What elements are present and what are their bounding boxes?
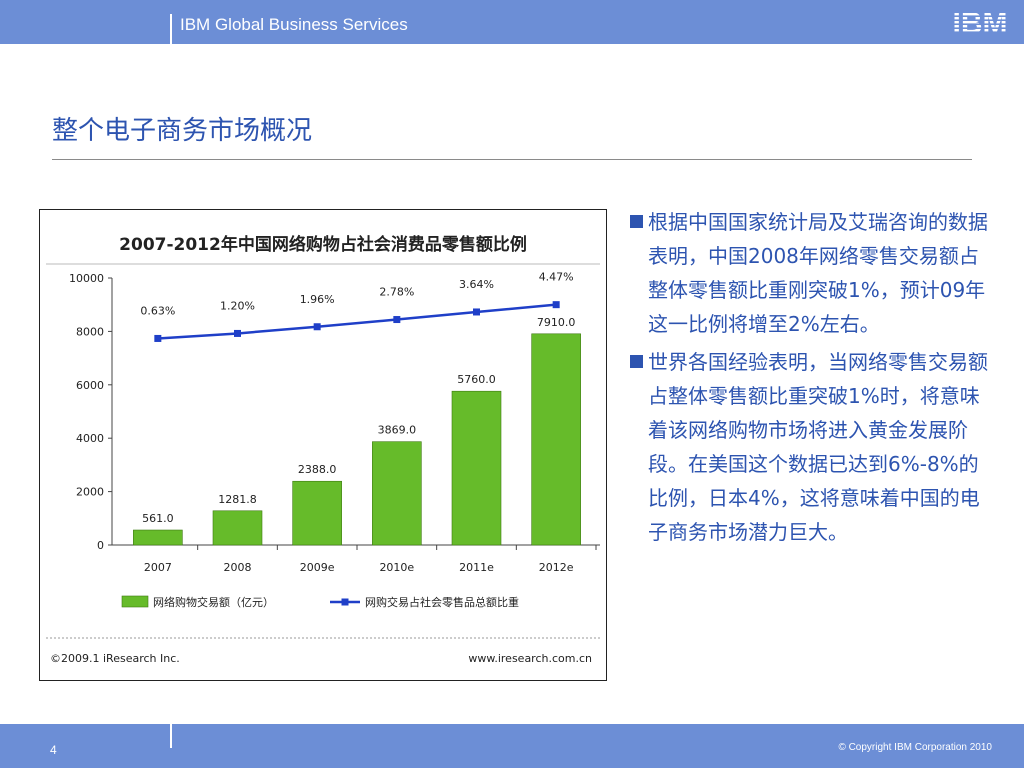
series-line <box>157 303 557 340</box>
line-value-label: 4.47% <box>539 271 574 284</box>
line-point <box>473 308 480 316</box>
x-tick-label: 2011e <box>459 561 494 574</box>
top-bar: IBM Global Business Services IBM <box>0 0 1024 44</box>
x-tick-label: 2008 <box>224 561 252 574</box>
legend-swatch-marker <box>341 598 349 606</box>
chart-frame: 2007-2012年中国网络购物占社会消费品零售额比例 0 2000 4000 6000… <box>39 209 607 681</box>
line-value-label: 0.63% <box>140 304 175 317</box>
header-divider <box>170 14 172 44</box>
chart-title: 2007-2012年中国网络购物占社会消费品零售额比例 <box>119 234 527 255</box>
bullet-square-icon <box>630 355 643 368</box>
x-tick-label: 2007 <box>144 561 172 574</box>
bar-value-label: 5760.0 <box>457 373 496 386</box>
bar-value-label: 3869.0 <box>378 424 417 437</box>
title-divider <box>52 159 972 160</box>
legend-swatch-bar <box>121 595 149 608</box>
x-tick-label: 2012e <box>539 561 574 574</box>
line-value-label: 3.64% <box>459 278 494 291</box>
bar-line-chart: 2007-2012年中国网络购物占社会消费品零售额比例 0 2000 4000 6000… <box>46 234 600 665</box>
y-tick-label: 6000 <box>76 379 104 392</box>
slide-title: 整个电子商务市场概况 <box>52 116 313 146</box>
bar <box>133 529 183 546</box>
header-brand: IBM Global Business Services <box>180 15 408 34</box>
bullet-text: 根据中国国家统计局及艾瑞咨询的数据表明，中国2008年网络零售交易额占整体零售额… <box>648 210 988 336</box>
chart-source: ©2009.1 iResearch Inc. <box>50 652 180 665</box>
svg-text:IBM: IBM <box>953 7 1008 37</box>
bullet-item: 根据中国国家统计局及艾瑞咨询的数据表明，中国2008年网络零售交易额占整体零售额… <box>622 205 997 341</box>
line-point <box>552 301 560 309</box>
line-value-label: 2.78% <box>379 286 414 299</box>
y-tick-label: 8000 <box>76 325 104 338</box>
bar <box>451 390 502 546</box>
y-tick-label: 2000 <box>76 486 104 499</box>
copyright: © Copyright IBM Corporation 2010 <box>838 742 992 753</box>
line-point <box>313 323 321 331</box>
legend-label: 网络购物交易额（亿元） <box>153 595 274 609</box>
line-value-label: 1.96% <box>300 293 335 306</box>
bar <box>531 333 581 546</box>
bullet-text: 世界各国经验表明，当网络零售交易额占整体零售额比重突破1%时，将意味着该网络购物… <box>648 350 988 544</box>
y-tick-label: 10000 <box>69 272 104 285</box>
line-value-label: 1.20% <box>220 299 255 312</box>
x-tick-label: 2009e <box>300 561 335 574</box>
bullet-square-icon <box>630 215 643 228</box>
bar-value-label: 7910.0 <box>537 316 576 329</box>
chart-website: www.iresearch.com.cn <box>468 652 592 665</box>
footer-divider <box>170 724 172 748</box>
x-tick-label: 2010e <box>379 561 414 574</box>
ibm-logo-icon: IBM <box>953 7 1008 37</box>
y-tick-label: 0 <box>97 539 104 552</box>
line-point <box>234 329 241 337</box>
bar-value-label: 2388.0 <box>298 463 337 476</box>
bullet-list: 根据中国国家统计局及艾瑞咨询的数据表明，中国2008年网络零售交易额占整体零售额… <box>622 205 997 553</box>
line-point <box>154 334 162 342</box>
bottom-bar: 4 © Copyright IBM Corporation 2010 <box>0 724 1024 768</box>
line-point <box>393 316 401 324</box>
bar-value-label: 561.0 <box>142 512 174 525</box>
page-number: 4 <box>50 743 57 757</box>
bar <box>292 480 342 546</box>
bar <box>212 510 263 546</box>
y-tick-label: 4000 <box>76 432 104 445</box>
bar-value-label: 1281.8 <box>218 493 257 506</box>
bar <box>372 441 422 546</box>
bullet-item: 世界各国经验表明，当网络零售交易额占整体零售额比重突破1%时，将意味着该网络购物… <box>622 345 997 549</box>
legend-label: 网购交易占社会零售品总额比重 <box>365 595 519 609</box>
